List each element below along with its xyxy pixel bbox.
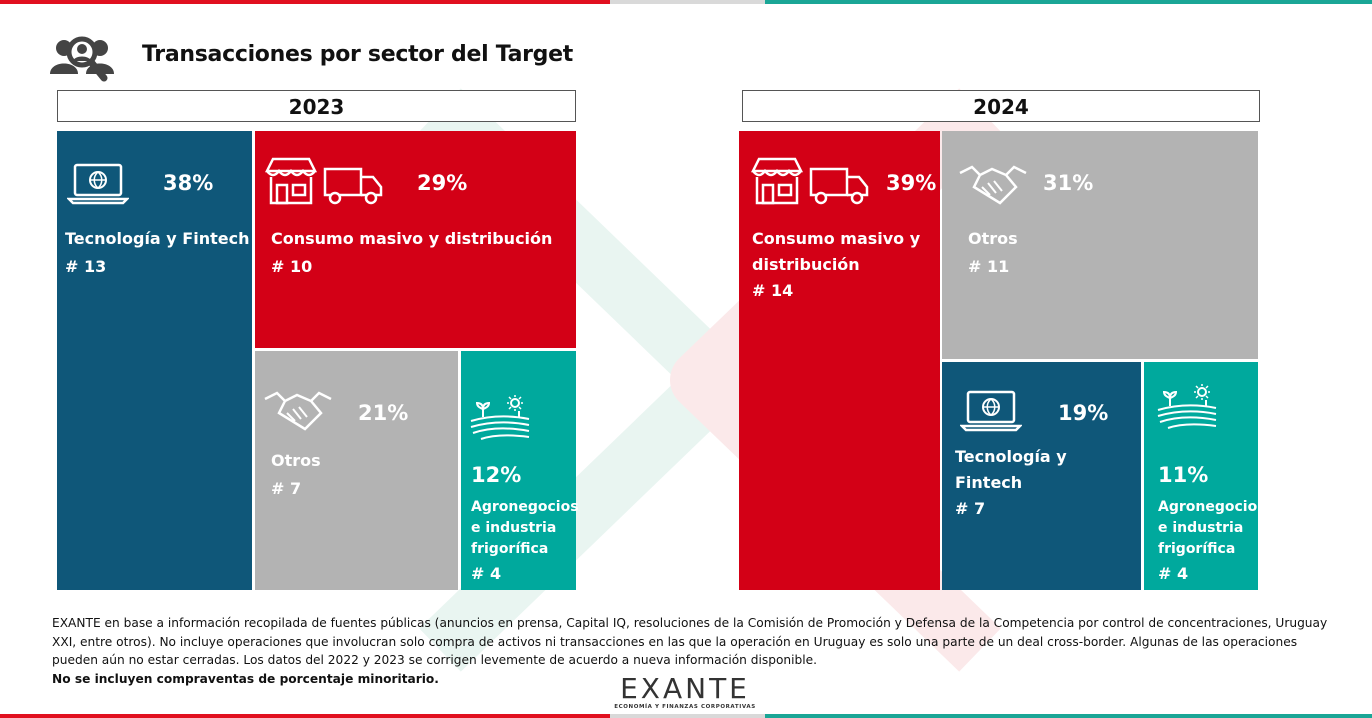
handshake-icon [264,391,332,431]
bottom-accent-bar-red [0,714,610,718]
tile-count: # 7 [955,499,986,518]
tile-count: # 11 [968,257,1010,276]
tile-2023-consumo: 29% Consumo masivo y distribución # 10 [255,131,576,348]
tile-sector-label: Consumo masivo y distribución [752,226,920,278]
tile-sector-line: Consumo masivo y [752,229,921,248]
page-title: Transacciones por sector del Target [142,42,573,67]
top-accent-bar-teal [765,0,1372,4]
tile-percent: 39% [886,171,937,195]
farm-field-icon [1157,384,1217,429]
bottom-accent-bar-gray [610,714,765,718]
handshake-icon [959,165,1027,205]
tile-sector-label: Agronegocios e industria frigorífica [1158,497,1266,560]
tile-2023-otros: 21% Otros # 7 [255,351,458,590]
tile-percent: 29% [417,171,468,195]
tile-2024-consumo: 39% Consumo masivo y distribución # 14 [739,131,940,590]
tile-sector-line: e industria [1158,520,1244,536]
year-header-2024: 2024 [742,90,1260,122]
store-truck-icon [264,157,383,205]
tile-sector-label: Otros [271,451,321,470]
exante-logo: EXANTE ECONOMÍA Y FINANZAS CORPORATIVAS [580,672,790,711]
tile-sector-label: Tecnología y Fintech [65,229,250,248]
tile-sector-line: Fintech [955,473,1023,492]
tile-sector-line: distribución [752,255,860,274]
source-note: EXANTE en base a información recopilada … [52,614,1342,688]
source-note-bold: No se incluyen compraventas de porcentaj… [52,671,439,686]
tile-sector-line: Agronegocios [471,499,579,515]
tile-sector-label: Agronegocios e industria frigorífica [471,497,579,560]
tile-percent: 11% [1158,463,1209,487]
source-note-text: EXANTE en base a información recopilada … [52,616,1328,667]
tile-count: # 13 [65,257,107,276]
tile-percent: 38% [163,171,214,195]
tile-count: # 14 [752,281,794,300]
tile-percent: 12% [471,463,522,487]
tile-count: # 7 [271,479,302,498]
logo-word: EXANTE [620,672,750,705]
bottom-accent-bar-teal [765,714,1372,718]
tile-2024-agro: 11% Agronegocios e industria frigorífica… [1144,362,1266,590]
tile-count: # 10 [271,257,313,276]
top-accent-bar-red [0,0,610,4]
tile-2024-tecnologia: 19% Tecnología y Fintech # 7 [942,362,1141,590]
tile-percent: 21% [358,401,409,425]
tile-count: # 4 [471,564,502,583]
laptop-globe-icon [67,163,129,205]
tile-2023-tecnologia: 38% Tecnología y Fintech # 13 [57,131,252,590]
tile-sector-label: Otros [968,229,1018,248]
tile-percent: 31% [1043,171,1094,195]
year-header-2023: 2023 [57,90,576,122]
store-truck-icon [750,157,869,205]
tile-sector-line: frigorífica [1158,541,1236,557]
tile-sector-line: frigorífica [471,541,549,557]
tile-sector-line: Agronegocios [1158,499,1266,515]
tile-count: # 4 [1158,564,1189,583]
farm-field-icon [470,395,530,440]
laptop-globe-icon [960,390,1022,432]
tile-sector-line: Tecnología y [955,447,1067,466]
people-search-icon [50,36,114,82]
tile-sector-label: Tecnología y Fintech [955,444,1067,496]
tile-sector-label: Consumo masivo y distribución [271,229,553,248]
tile-2023-agro: 12% Agronegocios e industria frigorífica… [461,351,579,590]
tile-sector-line: e industria [471,520,557,536]
logo-tagline: ECONOMÍA Y FINANZAS CORPORATIVAS [614,704,756,710]
tile-2024-otros: 31% Otros # 11 [942,131,1258,359]
tile-percent: 19% [1058,401,1109,425]
top-accent-bar-gray [610,0,765,4]
